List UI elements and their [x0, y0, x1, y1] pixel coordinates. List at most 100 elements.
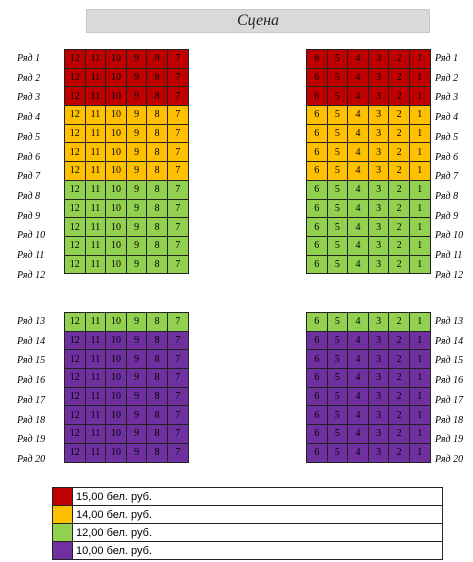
- seat[interactable]: 7: [166, 179, 189, 200]
- seat[interactable]: 8: [146, 349, 168, 370]
- seat[interactable]: 4: [347, 123, 369, 144]
- seat[interactable]: 5: [326, 49, 349, 69]
- seat[interactable]: 1: [408, 198, 431, 219]
- seat[interactable]: 6: [306, 349, 328, 370]
- seat[interactable]: 2: [388, 442, 410, 463]
- seat[interactable]: 5: [326, 312, 349, 332]
- seat[interactable]: 3: [367, 86, 390, 107]
- seat[interactable]: 8: [146, 161, 168, 181]
- seat[interactable]: 9: [125, 105, 148, 125]
- seat[interactable]: 5: [326, 179, 349, 200]
- seat[interactable]: 10: [105, 217, 127, 237]
- seat[interactable]: 1: [408, 386, 431, 407]
- seat[interactable]: 12: [64, 386, 86, 407]
- seat[interactable]: 10: [105, 198, 127, 219]
- seat[interactable]: 10: [105, 424, 127, 444]
- seat[interactable]: 10: [105, 123, 127, 144]
- seat[interactable]: 4: [347, 254, 369, 275]
- seat[interactable]: 9: [125, 442, 148, 463]
- seat[interactable]: 1: [408, 368, 431, 388]
- seat[interactable]: 8: [146, 312, 168, 332]
- seat[interactable]: 9: [125, 123, 148, 144]
- seat[interactable]: 2: [388, 198, 410, 219]
- seat[interactable]: 12: [64, 424, 86, 444]
- seat[interactable]: 5: [326, 368, 349, 388]
- seat[interactable]: 5: [326, 442, 349, 463]
- seat[interactable]: 3: [367, 67, 390, 88]
- seat[interactable]: 2: [388, 49, 410, 69]
- seat[interactable]: 4: [347, 49, 369, 69]
- seat[interactable]: 6: [306, 217, 328, 237]
- seat[interactable]: 2: [388, 254, 410, 275]
- seat[interactable]: 11: [84, 386, 107, 407]
- seat[interactable]: 9: [125, 49, 148, 69]
- seat[interactable]: 9: [125, 254, 148, 275]
- seat[interactable]: 10: [105, 405, 127, 426]
- seat[interactable]: 2: [388, 368, 410, 388]
- seat[interactable]: 7: [166, 105, 189, 125]
- seat[interactable]: 9: [125, 179, 148, 200]
- seat[interactable]: 3: [367, 254, 390, 275]
- seat[interactable]: 11: [84, 123, 107, 144]
- seat[interactable]: 4: [347, 312, 369, 332]
- seat[interactable]: 12: [64, 161, 86, 181]
- seat[interactable]: 7: [166, 142, 189, 163]
- seat[interactable]: 7: [166, 217, 189, 237]
- seat[interactable]: 7: [166, 49, 189, 69]
- seat[interactable]: 5: [326, 105, 349, 125]
- seat[interactable]: 4: [347, 424, 369, 444]
- seat[interactable]: 9: [125, 312, 148, 332]
- seat[interactable]: 8: [146, 386, 168, 407]
- seat[interactable]: 11: [84, 368, 107, 388]
- seat[interactable]: 12: [64, 142, 86, 163]
- seat[interactable]: 12: [64, 349, 86, 370]
- seat[interactable]: 9: [125, 424, 148, 444]
- seat[interactable]: 10: [105, 442, 127, 463]
- seat[interactable]: 7: [166, 235, 189, 256]
- seat[interactable]: 10: [105, 235, 127, 256]
- seat[interactable]: 1: [408, 235, 431, 256]
- seat[interactable]: 5: [326, 142, 349, 163]
- seat[interactable]: 3: [367, 386, 390, 407]
- seat[interactable]: 12: [64, 368, 86, 388]
- seat[interactable]: 5: [326, 67, 349, 88]
- seat[interactable]: 5: [326, 424, 349, 444]
- seat[interactable]: 10: [105, 386, 127, 407]
- seat[interactable]: 1: [408, 67, 431, 88]
- seat[interactable]: 1: [408, 217, 431, 237]
- seat[interactable]: 11: [84, 86, 107, 107]
- seat[interactable]: 3: [367, 442, 390, 463]
- seat[interactable]: 9: [125, 198, 148, 219]
- seat[interactable]: 2: [388, 235, 410, 256]
- seat[interactable]: 12: [64, 86, 86, 107]
- seat[interactable]: 8: [146, 424, 168, 444]
- seat[interactable]: 11: [84, 442, 107, 463]
- seat[interactable]: 12: [64, 217, 86, 237]
- seat[interactable]: 3: [367, 105, 390, 125]
- seat[interactable]: 8: [146, 235, 168, 256]
- seat[interactable]: 4: [347, 179, 369, 200]
- seat[interactable]: 3: [367, 405, 390, 426]
- seat[interactable]: 11: [84, 49, 107, 69]
- seat[interactable]: 6: [306, 386, 328, 407]
- seat[interactable]: 2: [388, 86, 410, 107]
- seat[interactable]: 10: [105, 105, 127, 125]
- seat[interactable]: 5: [326, 123, 349, 144]
- seat[interactable]: 7: [166, 442, 189, 463]
- seat[interactable]: 2: [388, 161, 410, 181]
- seat[interactable]: 12: [64, 123, 86, 144]
- seat[interactable]: 1: [408, 86, 431, 107]
- seat[interactable]: 10: [105, 330, 127, 351]
- seat[interactable]: 5: [326, 198, 349, 219]
- seat[interactable]: 10: [105, 86, 127, 107]
- seat[interactable]: 8: [146, 405, 168, 426]
- seat[interactable]: 7: [166, 123, 189, 144]
- seat[interactable]: 6: [306, 86, 328, 107]
- seat[interactable]: 9: [125, 405, 148, 426]
- seat[interactable]: 6: [306, 442, 328, 463]
- seat[interactable]: 12: [64, 235, 86, 256]
- seat[interactable]: 9: [125, 349, 148, 370]
- seat[interactable]: 7: [166, 254, 189, 275]
- seat[interactable]: 6: [306, 142, 328, 163]
- seat[interactable]: 11: [84, 161, 107, 181]
